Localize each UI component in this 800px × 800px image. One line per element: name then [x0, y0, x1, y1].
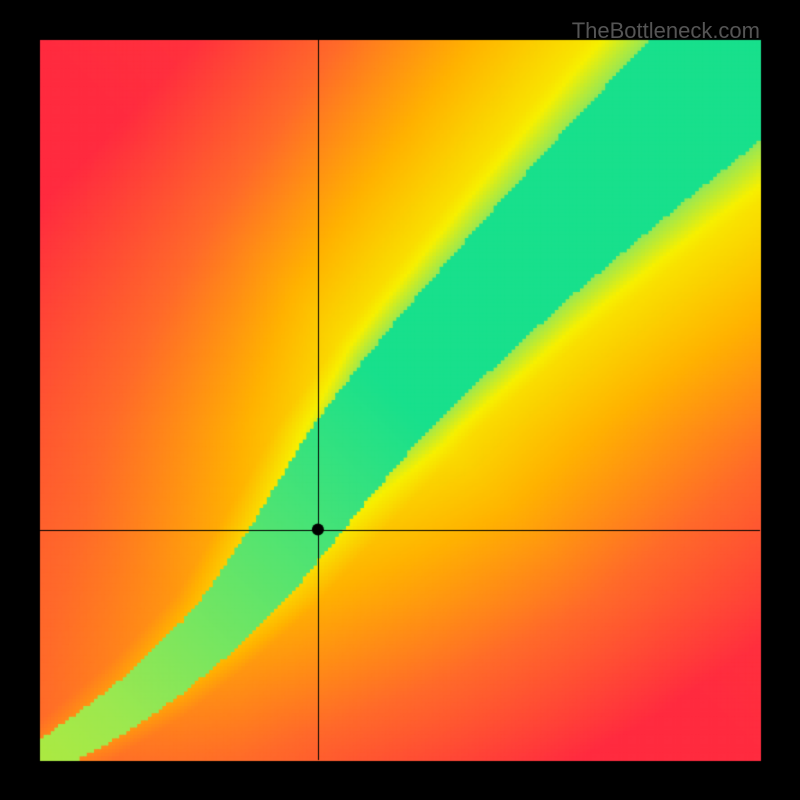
bottleneck-heatmap	[0, 0, 800, 800]
chart-container: { "canvas": { "width": 800, "height": 80…	[0, 0, 800, 800]
watermark-text: TheBottleneck.com	[572, 18, 760, 44]
